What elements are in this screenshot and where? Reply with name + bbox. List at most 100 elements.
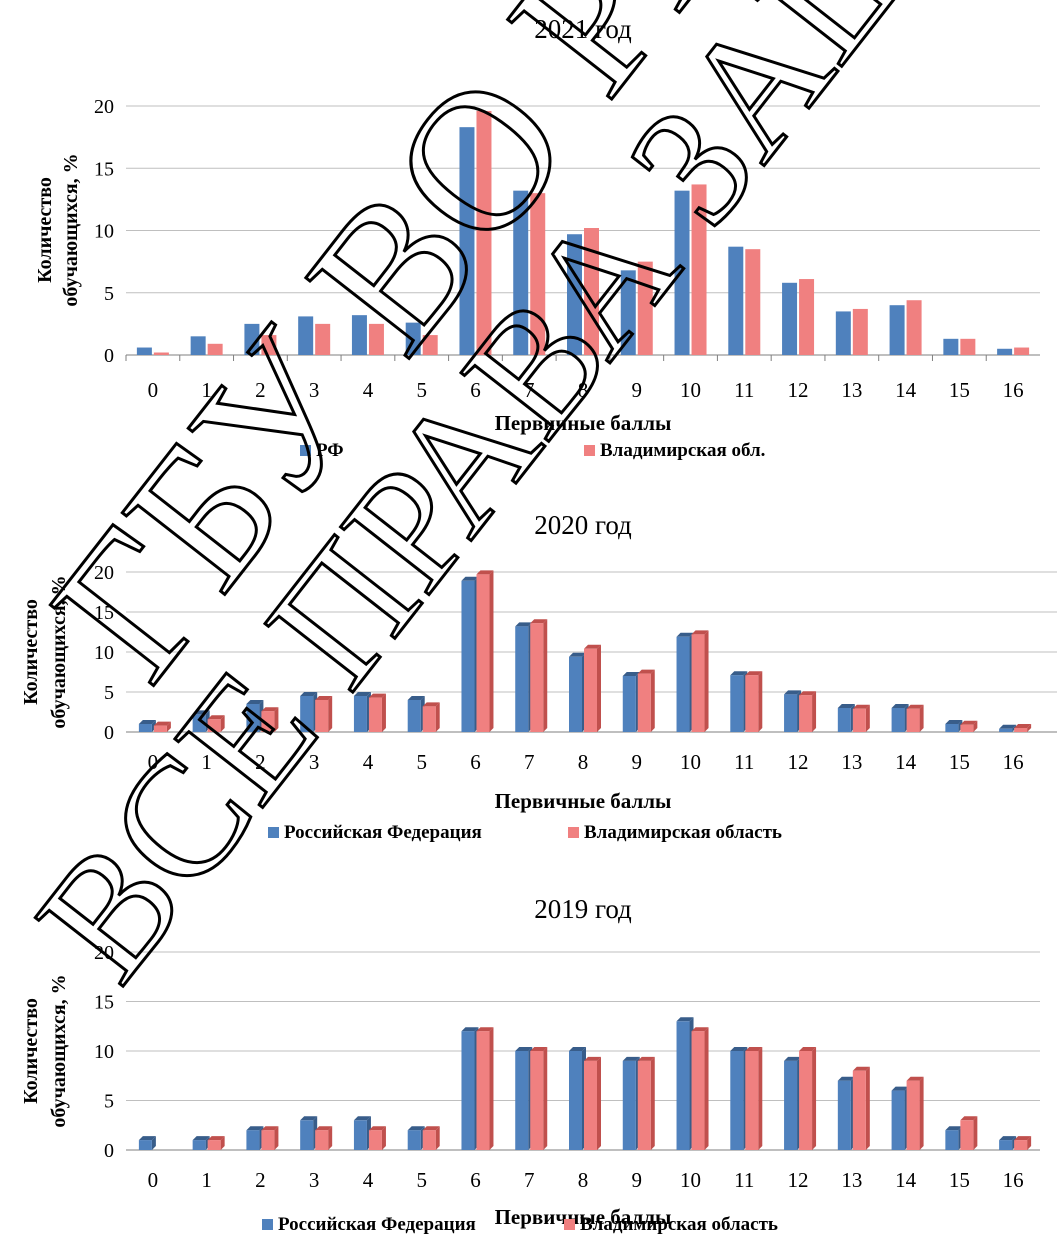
bar-side — [1027, 1136, 1032, 1150]
x-tick-label: 6 — [470, 750, 481, 774]
y-tick-label: 20 — [94, 562, 114, 584]
bar-vladimir — [584, 648, 597, 732]
chart-title: 2021 год — [534, 14, 632, 44]
bar-top — [906, 704, 924, 709]
chart-title: 2020 год — [534, 510, 632, 540]
y-axis-label-line: обучающихся, % — [48, 974, 70, 1127]
bar-top — [315, 1126, 333, 1131]
x-tick-label: 3 — [309, 378, 320, 402]
x-tick-label: 7 — [524, 378, 535, 402]
bar-top — [691, 1027, 709, 1032]
bar-rf — [784, 694, 798, 732]
y-axis-label: Количество — [34, 177, 56, 283]
x-axis-label: Первичные баллы — [495, 789, 672, 813]
bar-top — [207, 715, 225, 720]
bar-rf — [353, 1120, 367, 1150]
bar-top — [622, 1056, 640, 1061]
bar-top — [584, 644, 601, 649]
bar-side — [489, 1027, 494, 1150]
bar-side — [381, 693, 386, 732]
x-tick-label: 16 — [1003, 750, 1024, 774]
y-axis-label-line: Количество — [34, 177, 56, 283]
bar-vladimir — [1014, 728, 1028, 732]
x-tick-label: 9 — [632, 750, 643, 774]
bar-top — [945, 720, 963, 724]
bar-side — [865, 704, 870, 732]
bar-top — [315, 696, 333, 700]
bar-vladimir — [637, 261, 653, 355]
bar-top — [461, 1027, 479, 1032]
x-tick-label: 10 — [680, 1168, 701, 1192]
x-tick-label: 10 — [680, 378, 701, 402]
legend-label: Российская Федерация — [278, 1214, 476, 1235]
bar-rf — [405, 322, 421, 355]
bar-top — [461, 576, 479, 581]
bar-top — [515, 622, 533, 627]
legend-label: Владимирская обл. — [600, 440, 765, 461]
legend-label: Владимирская область — [580, 1214, 778, 1235]
bar-vladimir — [745, 675, 759, 732]
bar-vladimir — [960, 724, 974, 732]
bar-rf — [407, 1130, 421, 1150]
bar-vladimir — [368, 697, 382, 732]
bar-top — [192, 710, 210, 715]
bar-top — [422, 702, 440, 707]
bar-top — [1014, 724, 1032, 728]
bar-rf — [784, 1060, 798, 1150]
bar-rf — [192, 1140, 206, 1150]
x-tick-label: 14 — [895, 750, 917, 774]
bar-rf — [569, 1051, 582, 1150]
bar-vladimir — [530, 1051, 544, 1150]
bar-top — [730, 1047, 748, 1051]
bar-rf — [730, 675, 744, 732]
bar-top — [569, 1047, 586, 1051]
bar-rf — [407, 700, 421, 732]
x-tick-label: 12 — [788, 378, 809, 402]
bar-vladimir — [1014, 1140, 1028, 1150]
bar-rf — [674, 190, 690, 355]
y-axis-label-2: обучающихся, % — [48, 575, 70, 728]
bar-rf — [945, 1130, 959, 1150]
x-tick-label: 5 — [416, 750, 427, 774]
bar-top — [138, 1136, 156, 1141]
bar-top — [261, 707, 279, 712]
bar-side — [543, 1047, 548, 1150]
bar-side — [220, 715, 225, 732]
bar-top — [691, 630, 709, 635]
chart-title: 2019 год — [534, 894, 632, 924]
bar-rf — [837, 1080, 851, 1150]
bar-vladimir — [368, 323, 384, 355]
y-axis-label-line: обучающихся, % — [48, 575, 70, 728]
bar-top — [207, 1136, 225, 1141]
x-tick-label: 11 — [734, 750, 754, 774]
bar-top — [192, 1136, 210, 1141]
bar-vladimir — [745, 249, 761, 355]
bar-side — [274, 1126, 279, 1150]
x-tick-label: 7 — [524, 1168, 535, 1192]
bar-rf — [835, 311, 851, 355]
bar-vladimir — [691, 1031, 705, 1150]
bar-rf — [298, 316, 314, 355]
bar-vladimir — [906, 300, 922, 355]
bar-side — [704, 630, 709, 732]
x-tick-label: 4 — [363, 1168, 374, 1192]
x-tick-label: 11 — [734, 1168, 754, 1192]
bar-rf — [300, 696, 314, 732]
bar-vladimir — [691, 184, 707, 355]
y-tick-label: 0 — [104, 1140, 114, 1162]
bar-side — [489, 570, 494, 732]
x-tick-label: 0 — [148, 1168, 159, 1192]
x-tick-label: 10 — [680, 750, 701, 774]
bar-vladimir — [584, 228, 599, 355]
bar-top — [999, 1136, 1017, 1141]
bar-top — [530, 619, 548, 624]
bar-rf — [945, 724, 959, 732]
bar-side — [973, 720, 978, 732]
bar-vladimir — [207, 1140, 221, 1150]
x-tick-label: 8 — [578, 1168, 589, 1192]
y-tick-label: 15 — [94, 992, 114, 1014]
x-tick-label: 4 — [363, 378, 374, 402]
bar-rf — [889, 305, 905, 355]
bar-vladimir — [476, 110, 492, 355]
